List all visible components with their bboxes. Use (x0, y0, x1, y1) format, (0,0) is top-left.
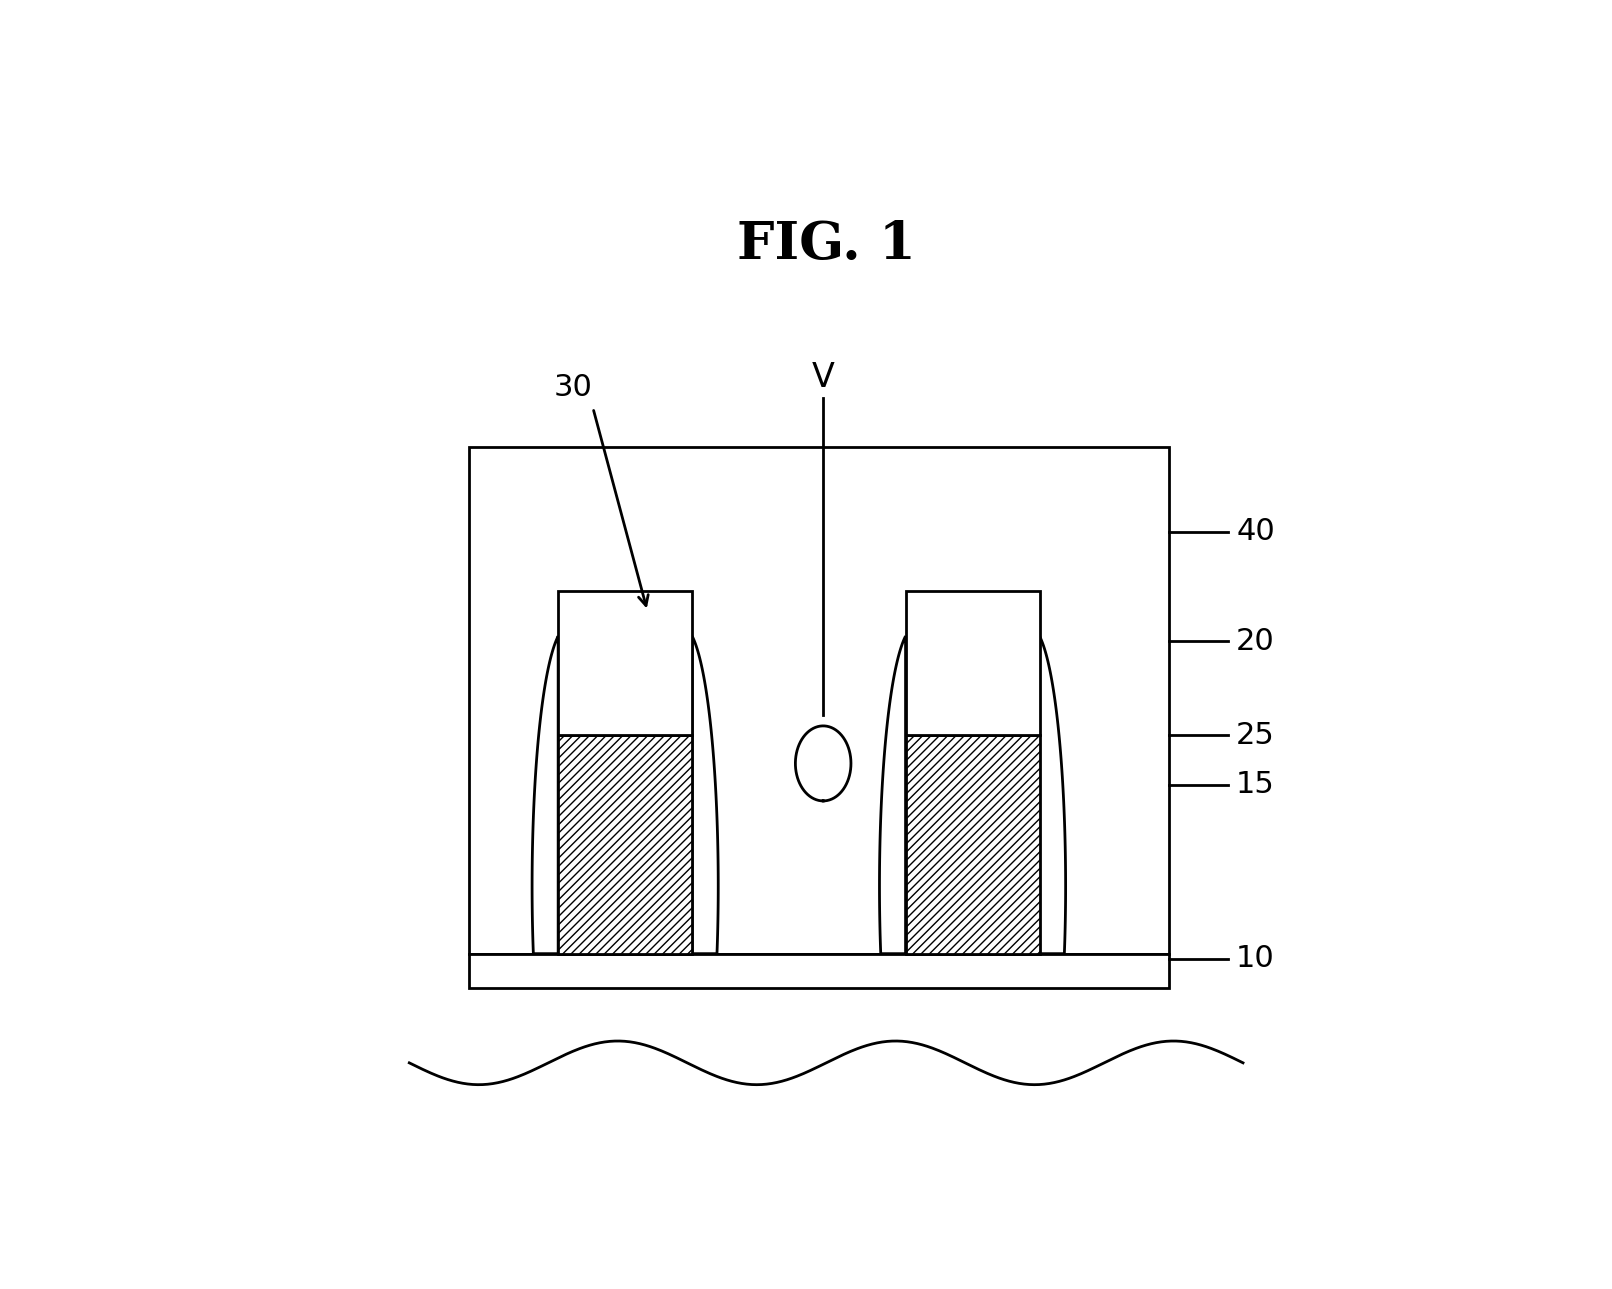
Text: FIG. 1: FIG. 1 (737, 219, 916, 269)
Text: 30: 30 (553, 374, 593, 402)
Polygon shape (1040, 635, 1066, 954)
Polygon shape (795, 726, 851, 800)
Text: 25: 25 (1236, 721, 1275, 750)
Text: 10: 10 (1236, 944, 1275, 973)
Bar (906, 592, 1040, 735)
Bar (469, 954, 1169, 989)
Text: V: V (812, 361, 835, 394)
Polygon shape (692, 635, 719, 954)
Text: 40: 40 (1236, 517, 1275, 547)
Text: 20: 20 (1236, 626, 1275, 656)
Text: 15: 15 (1236, 771, 1275, 799)
Bar (558, 592, 692, 735)
Bar (906, 735, 1040, 954)
Bar (469, 447, 1169, 954)
Polygon shape (880, 635, 906, 954)
Bar (558, 735, 692, 954)
Polygon shape (532, 635, 558, 954)
